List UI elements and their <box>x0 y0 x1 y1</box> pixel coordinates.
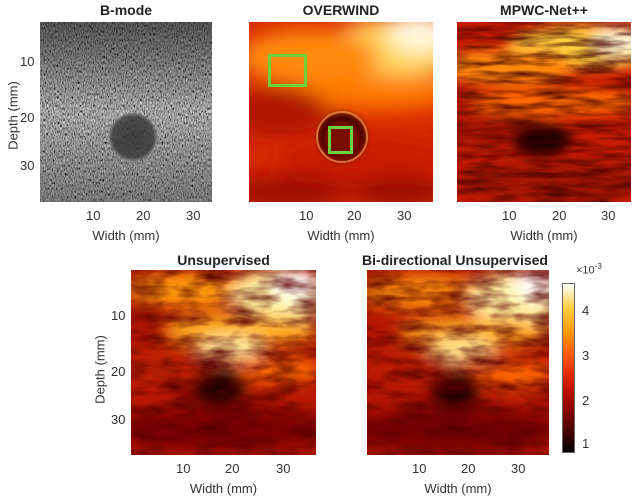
colorbar-exponent-power: -3 <box>594 262 602 271</box>
unsupervised-ytick-30: 30 <box>111 412 126 427</box>
colorbar-exponent-base: ×10 <box>576 264 595 277</box>
bmode-xtick-20: 20 <box>136 208 151 223</box>
overwind-image <box>249 22 433 202</box>
colorbar-tick-2: 2 <box>582 393 590 408</box>
unsupervised-ylabel: Depth (mm) <box>92 335 108 404</box>
mpwc-xtick-30: 30 <box>601 208 616 223</box>
bmode-ytick-10: 10 <box>20 54 35 69</box>
colorbar-exponent: ×10-3 <box>576 262 602 277</box>
bmode-xtick-30: 30 <box>186 208 201 223</box>
bmode-ylabel: Depth (mm) <box>5 81 21 150</box>
panel-title-bmode: B-mode <box>99 2 153 18</box>
panel-title-overwind: OVERWIND <box>302 2 380 18</box>
bmode-image <box>40 22 212 202</box>
overwind-xtick-30: 30 <box>397 208 412 223</box>
bidirectional-xlabel: Width (mm) <box>424 481 492 496</box>
panel-title-unsupervised: Unsupervised <box>177 252 270 268</box>
unsupervised-image <box>131 270 316 455</box>
overwind-xlabel: Width (mm) <box>307 228 375 243</box>
unsupervised-ytick-10: 10 <box>111 308 126 323</box>
mpwc-xtick-10: 10 <box>502 208 517 223</box>
bidirectional-xtick-10: 10 <box>412 461 427 476</box>
panel-title-bidirectional: Bi-directional Unsupervised <box>362 252 548 268</box>
colorbar-tick-1: 1 <box>582 436 590 451</box>
unsupervised-ytick-20: 20 <box>111 364 126 379</box>
colorbar-tick-4: 4 <box>582 303 590 318</box>
bmode-ytick-20: 20 <box>20 110 35 125</box>
mpwc-xlabel: Width (mm) <box>510 228 578 243</box>
unsupervised-xtick-30: 30 <box>276 461 291 476</box>
bmode-xtick-10: 10 <box>86 208 101 223</box>
overwind-xtick-20: 20 <box>347 208 362 223</box>
bmode-ytick-30: 30 <box>20 158 35 173</box>
colorbar-tick-3: 3 <box>582 348 590 363</box>
bmode-xlabel: Width (mm) <box>92 228 160 243</box>
unsupervised-xlabel: Width (mm) <box>189 481 258 496</box>
colorbar <box>562 283 575 453</box>
unsupervised-xtick-10: 10 <box>176 461 191 476</box>
mpwc-image <box>457 22 631 202</box>
unsupervised-xtick-20: 20 <box>225 461 240 476</box>
roi-box-background <box>268 54 307 87</box>
bidirectional-xtick-30: 30 <box>511 461 526 476</box>
panel-title-mpwc: MPWC-Net++ <box>500 2 588 18</box>
overwind-xtick-10: 10 <box>299 208 314 223</box>
bidirectional-xtick-20: 20 <box>461 461 476 476</box>
bidirectional-image <box>367 270 549 455</box>
roi-box-inclusion <box>328 126 353 154</box>
mpwc-xtick-20: 20 <box>552 208 567 223</box>
